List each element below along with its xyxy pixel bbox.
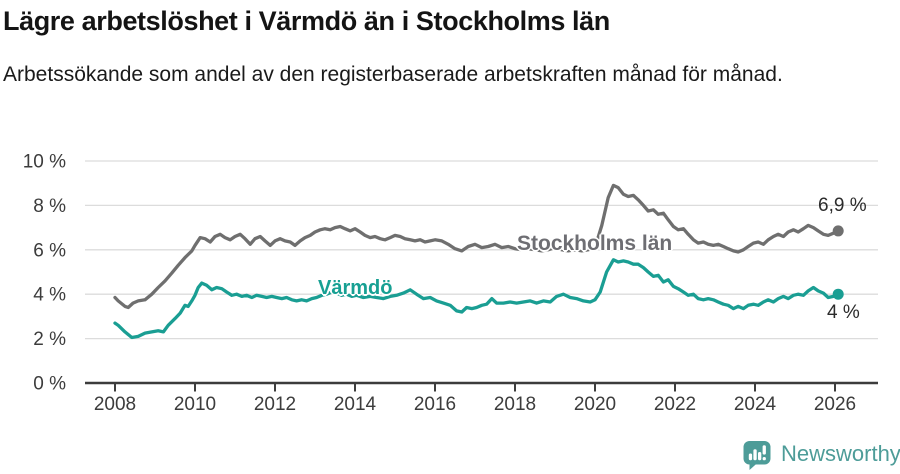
series-end-dot-v-rmd- — [832, 288, 844, 300]
x-tick-label: 2018 — [494, 394, 536, 415]
series-end-dot-stockholms-l-n — [832, 225, 844, 237]
y-tick-label: 8 % — [33, 196, 66, 217]
newsworthy-logo-icon — [743, 441, 771, 470]
x-tick-label: 2026 — [814, 394, 856, 415]
series-label-stockholms-lan: Stockholms län — [517, 232, 673, 255]
x-tick-label: 2016 — [414, 394, 456, 415]
y-tick-label: 0 % — [33, 374, 66, 395]
chart-svg: 2008 2010 2012 2014 2016 2018 2020 2022 2024 2026… — [23, 152, 878, 415]
x-tick-label: 2010 — [174, 394, 216, 415]
y-tick-label: 10 % — [23, 152, 66, 173]
end-value-varmdo: 4 % — [827, 302, 860, 323]
x-tick-label: 2020 — [574, 394, 616, 415]
x-tick-label: 2012 — [254, 394, 296, 415]
y-tick-label: 6 % — [33, 240, 66, 261]
newsworthy-brand-link[interactable]: Newsworthy — [742, 440, 900, 471]
end-value-stockholms-lan: 6,9 % — [818, 195, 867, 216]
series-line-stockholms-l-n — [113, 183, 840, 310]
series-label-varmdo: Värmdö — [318, 277, 393, 299]
chart-subtitle: Arbetssökande som andel av den registerb… — [3, 63, 783, 86]
y-tick-label: 2 % — [33, 329, 66, 350]
x-tick-label: 2024 — [734, 394, 777, 415]
chart-title: Lägre arbetslöshet i Värmdö än i Stockho… — [3, 6, 610, 36]
x-tick-label: 2014 — [334, 394, 377, 415]
y-tick-label: 4 % — [33, 285, 66, 306]
newsworthy-brand-name: Newsworthy — [781, 441, 900, 466]
series-line-v-rmd- — [113, 258, 840, 340]
x-tick-label: 2022 — [654, 394, 696, 415]
x-tick-label: 2008 — [94, 394, 136, 415]
